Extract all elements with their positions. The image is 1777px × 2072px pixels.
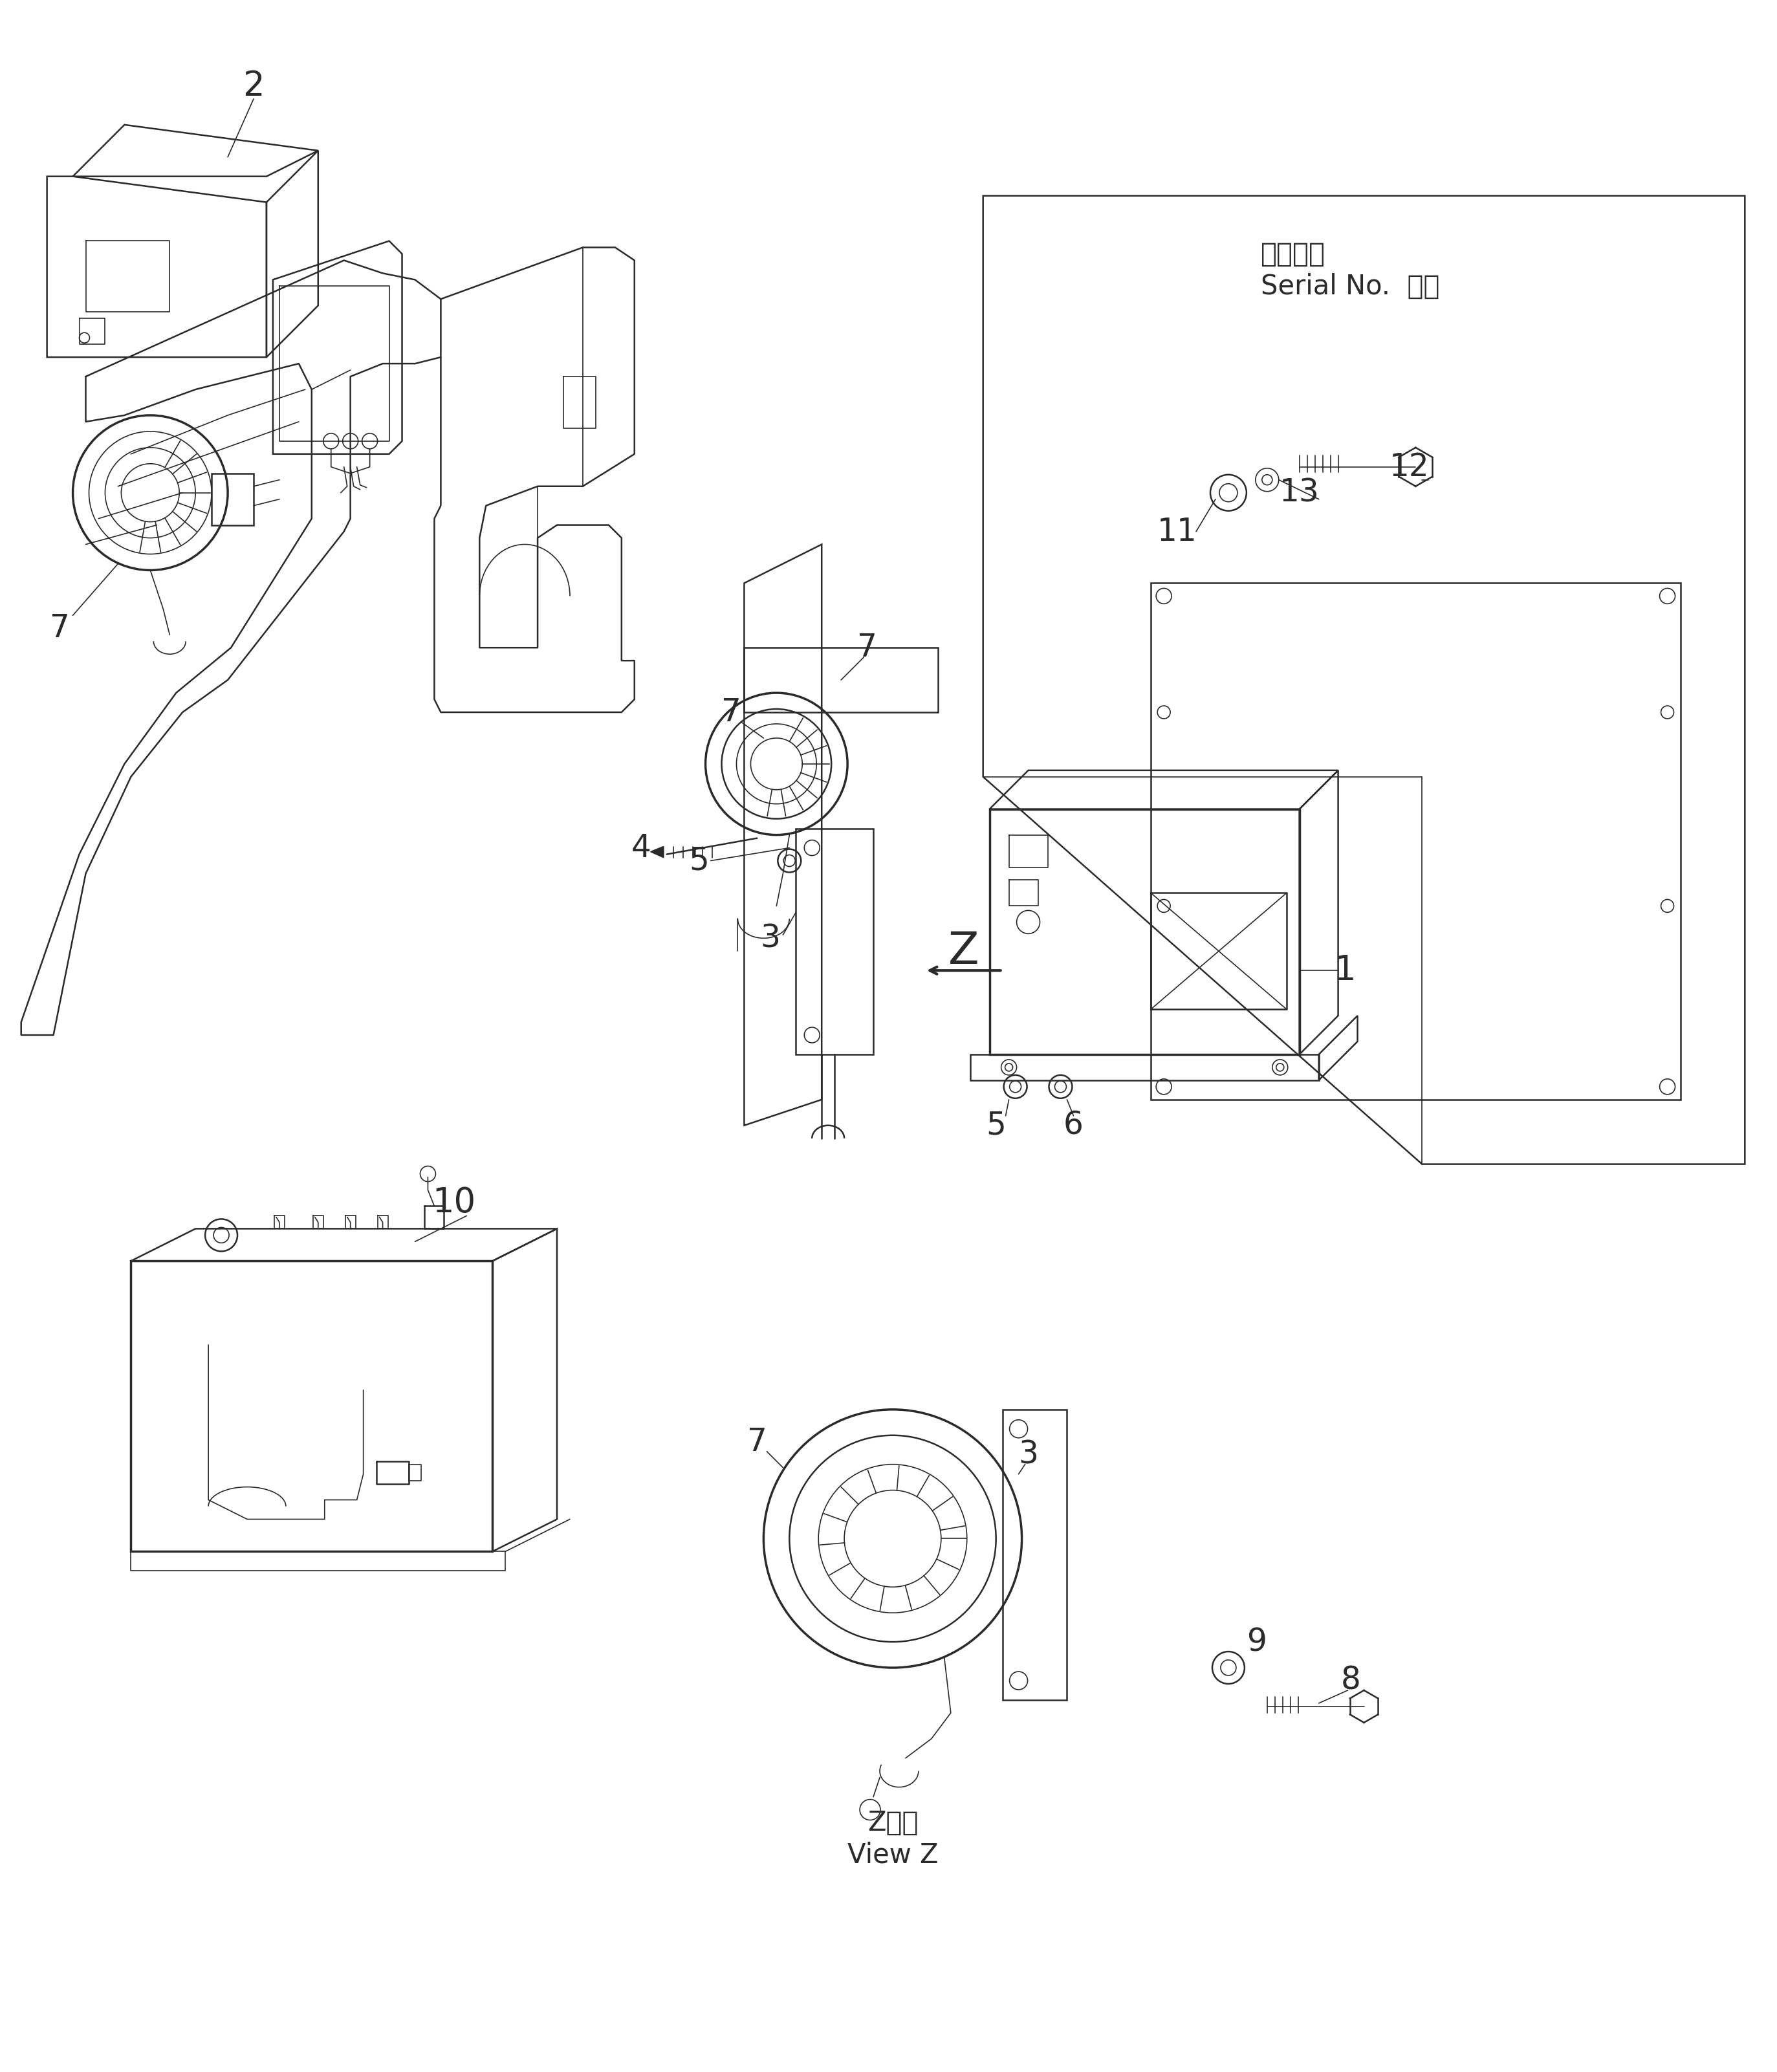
Text: 6: 6 [1063, 1111, 1084, 1142]
Text: 11: 11 [1157, 516, 1196, 547]
Text: 5: 5 [689, 845, 709, 876]
Polygon shape [650, 847, 663, 858]
Text: Serial No.  ・～: Serial No. ・～ [1260, 274, 1439, 300]
Text: 12: 12 [1390, 452, 1429, 483]
Text: Z: Z [949, 930, 979, 972]
Text: View Z: View Z [848, 1842, 938, 1869]
Text: 4: 4 [631, 833, 650, 864]
Text: 1: 1 [1335, 953, 1356, 986]
Text: 7: 7 [721, 696, 741, 727]
Text: 3: 3 [1018, 1440, 1038, 1471]
Text: 7: 7 [746, 1426, 768, 1457]
Text: 7: 7 [50, 613, 69, 644]
Text: 2: 2 [243, 68, 265, 104]
Text: 5: 5 [986, 1111, 1006, 1142]
Text: 8: 8 [1342, 1666, 1361, 1697]
Text: 適用号機: 適用号機 [1260, 240, 1326, 267]
Text: 13: 13 [1279, 477, 1320, 508]
Text: 10: 10 [432, 1185, 476, 1220]
Text: 7: 7 [857, 632, 876, 663]
Text: 3: 3 [761, 922, 780, 953]
Text: Z　視: Z 視 [867, 1809, 919, 1836]
Text: 9: 9 [1247, 1627, 1267, 1658]
